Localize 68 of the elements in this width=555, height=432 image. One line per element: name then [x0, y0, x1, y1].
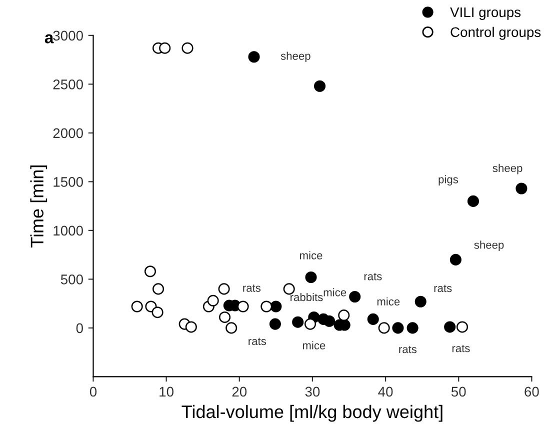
- legend-label: Control groups: [450, 26, 541, 40]
- x-tick-label: 30: [305, 386, 320, 397]
- point: [283, 283, 295, 295]
- point: [367, 313, 379, 325]
- point: [185, 321, 197, 333]
- y-tick-label: 500: [60, 274, 83, 284]
- x-tick-label: 20: [232, 386, 247, 397]
- point: [467, 195, 480, 207]
- annotation: rats: [248, 338, 266, 346]
- point: [323, 315, 336, 327]
- point: [338, 310, 350, 322]
- point: [219, 311, 231, 323]
- point: [131, 300, 143, 312]
- point: [305, 271, 317, 284]
- x-tick-label: 0: [90, 386, 97, 397]
- y-tick-label: 2500: [53, 80, 83, 90]
- x-tick-label: 40: [378, 386, 393, 397]
- annotation: mice: [300, 251, 322, 260]
- point: [159, 42, 171, 54]
- y-axis-title: Time [min]: [30, 166, 48, 248]
- y-tick-label: 1000: [54, 226, 83, 236]
- point: [414, 296, 426, 308]
- point: [182, 42, 194, 54]
- point: [304, 318, 316, 330]
- annotation: mice: [324, 288, 346, 296]
- x-axis-title: Tidal-volume [ml/kg body weight]: [182, 404, 442, 422]
- annotation: pigs: [438, 175, 458, 186]
- x-tick-label: 50: [451, 386, 466, 397]
- y-tick-label: 0: [76, 323, 83, 334]
- point: [450, 254, 462, 266]
- annotation: rats: [364, 272, 382, 280]
- y-tick-label: 2000: [53, 128, 83, 138]
- legend-label: VILI groups: [450, 7, 521, 20]
- point: [292, 316, 304, 328]
- point: [406, 322, 418, 334]
- annotation: rats: [434, 284, 452, 292]
- point: [349, 290, 361, 303]
- point: [207, 294, 219, 306]
- point: [392, 322, 404, 334]
- point: [260, 300, 272, 312]
- point: [314, 80, 326, 92]
- y-tick-label: 1500: [54, 177, 83, 187]
- annotation: rabbits: [290, 292, 323, 302]
- annotation: sheep: [280, 52, 310, 62]
- annotation: rats: [399, 346, 417, 354]
- annotation: mice: [377, 297, 400, 306]
- point: [456, 321, 468, 333]
- point: [152, 306, 164, 318]
- point: [237, 300, 249, 312]
- point: [218, 283, 230, 295]
- annotation: rats: [452, 344, 470, 352]
- text: a: [44, 34, 54, 44]
- point: [248, 51, 260, 63]
- annotation: sheep: [474, 240, 504, 251]
- point: [269, 318, 281, 330]
- point: [270, 300, 282, 312]
- y-tick-label: 3000: [53, 30, 83, 41]
- point: [378, 322, 390, 334]
- point: [144, 266, 156, 278]
- annotation: sheep: [492, 164, 522, 174]
- x-tick-label: 10: [160, 386, 174, 397]
- x-tick-label: 60: [524, 386, 539, 397]
- point: [226, 322, 238, 334]
- point: [444, 321, 456, 333]
- annotation: rats: [243, 284, 261, 292]
- point: [152, 283, 164, 295]
- annotation: mice: [302, 341, 326, 350]
- point: [516, 182, 528, 194]
